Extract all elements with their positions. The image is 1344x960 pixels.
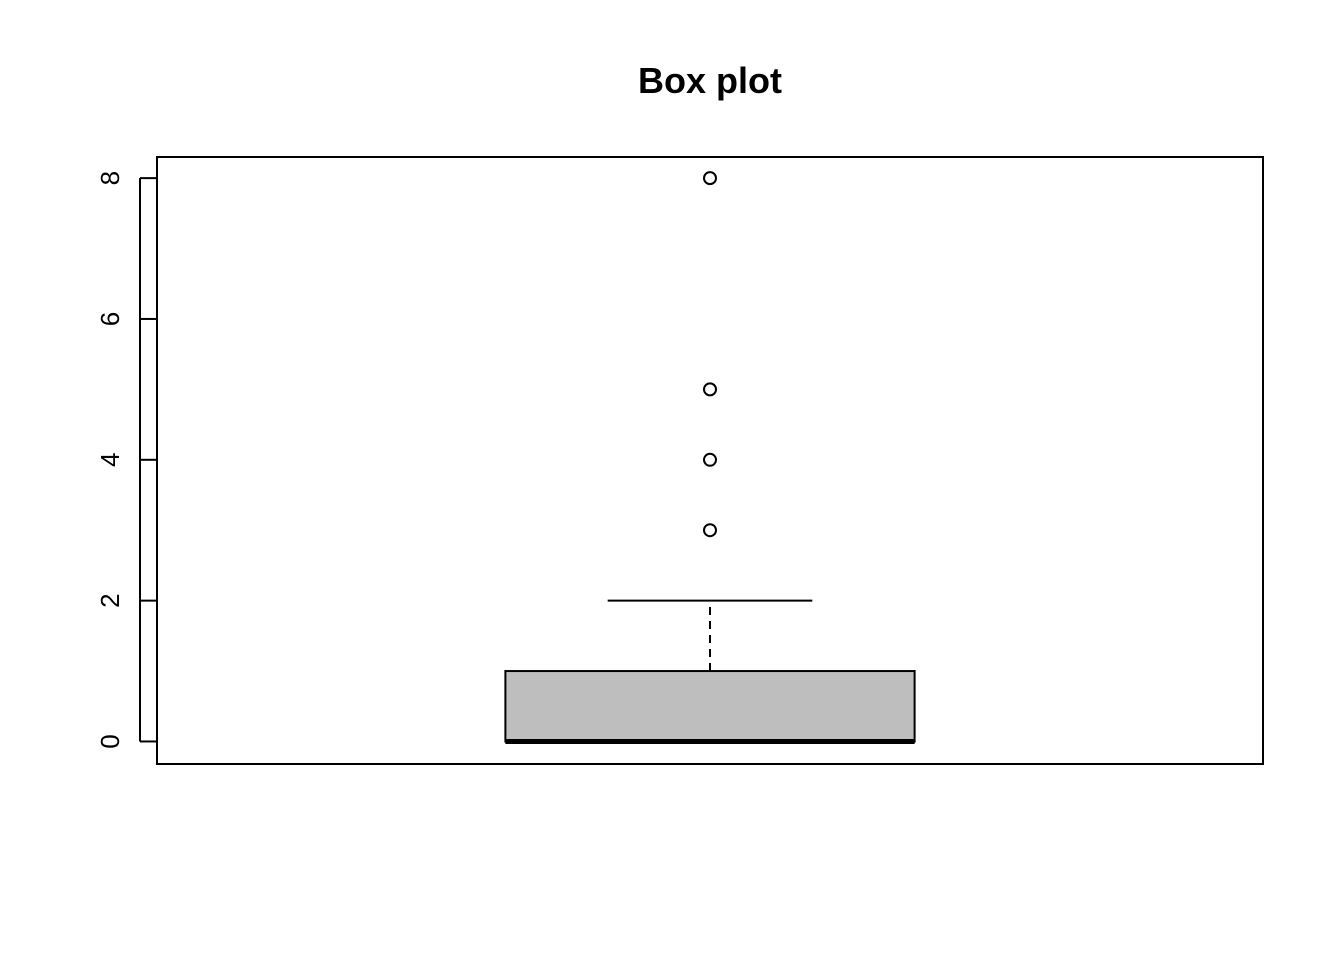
y-tick-label: 4 <box>95 453 125 467</box>
box-iqr <box>504 670 916 743</box>
chart-title: Box plot <box>638 60 782 101</box>
outlier-point <box>703 382 717 397</box>
outlier-point <box>703 452 717 467</box>
y-tick-label: 6 <box>95 312 125 326</box>
outlier-point <box>703 523 717 538</box>
y-tick-label: 8 <box>95 171 125 185</box>
y-ticks: 0 2 4 6 8 <box>95 171 156 749</box>
outlier-point <box>703 171 717 186</box>
y-tick-label: 2 <box>95 593 125 607</box>
y-tick-label: 0 <box>95 734 125 748</box>
box-series <box>504 171 916 744</box>
y-axis: 0 2 4 6 8 <box>95 171 156 749</box>
plot-frame <box>156 156 1264 765</box>
